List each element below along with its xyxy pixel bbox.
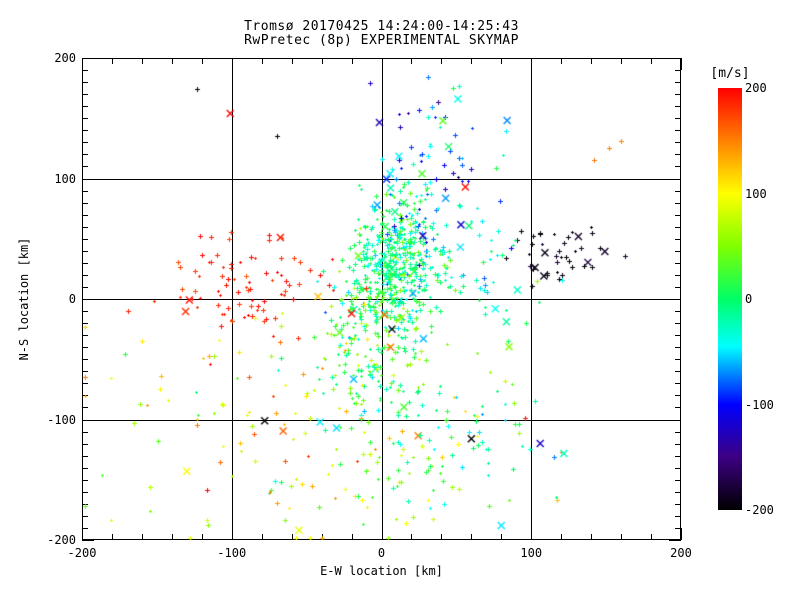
plot-title: Tromsø 20170425 14:24:00-14:25:43: [244, 19, 519, 34]
colorbar-tick-label: -100: [745, 397, 774, 412]
y-major-tick: [82, 540, 94, 541]
x-tick-label: 200: [670, 546, 692, 560]
y-tick-label: 0: [68, 292, 76, 306]
x-major-tick: [681, 528, 682, 540]
x-axis-title: E-W location [km]: [320, 564, 443, 578]
y-tick-label: 100: [54, 171, 76, 186]
x-tick-label: -200: [67, 546, 97, 560]
y-axis-title: N-S location [km]: [17, 237, 31, 361]
y-major-tick-right: [669, 540, 681, 541]
colorbar-tick-label: -200: [745, 503, 774, 517]
y-tick-label: -100: [47, 412, 76, 427]
scatter-points-canvas: [82, 58, 681, 540]
x-tick-label: 0: [377, 546, 386, 560]
x-tick-label: -100: [217, 546, 247, 560]
colorbar-tick-label: 0: [745, 292, 753, 306]
colorbar-tick-label: 100: [745, 186, 767, 201]
y-tick-label: -200: [47, 533, 76, 547]
colorbar-gradient: [718, 88, 742, 510]
x-tick-label: 100: [520, 546, 543, 560]
colorbar-units-label: [m/s]: [710, 66, 750, 81]
colorbar-tick-label: 200: [745, 81, 767, 95]
plot-subtitle: RwPretec (8p) EXPERIMENTAL SKYMAP: [244, 33, 519, 48]
y-tick-label: 200: [54, 51, 76, 65]
x-major-tick-top: [681, 58, 682, 70]
